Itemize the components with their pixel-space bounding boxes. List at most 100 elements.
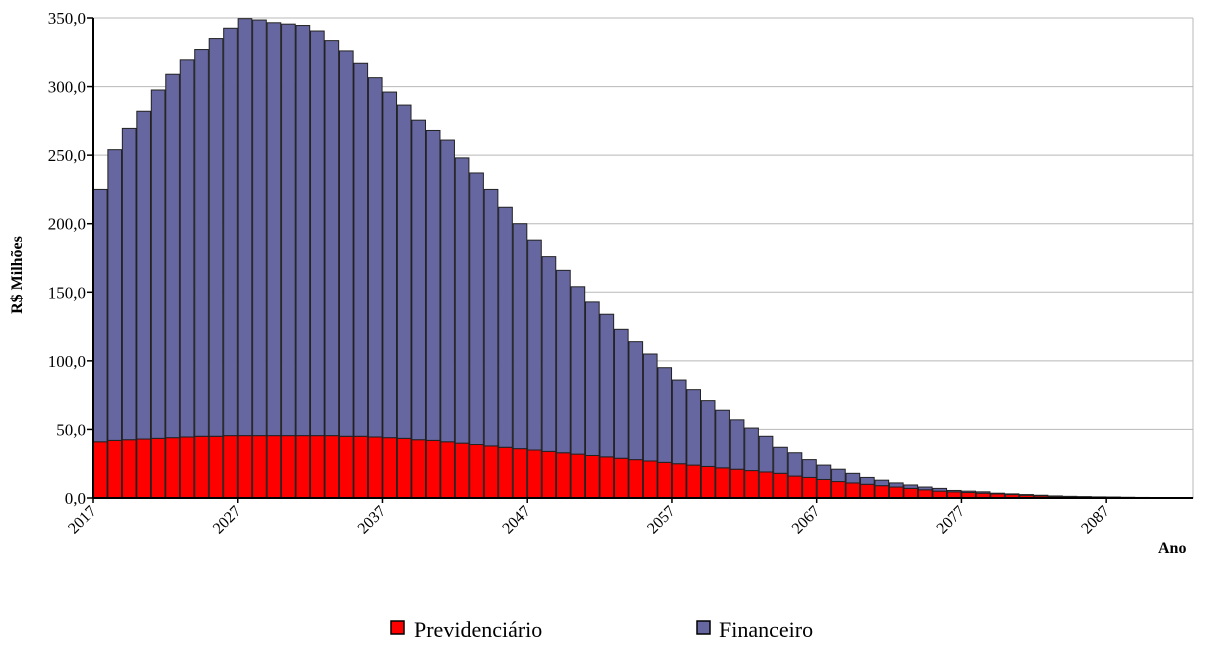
bar-previdenciario: [209, 436, 223, 498]
bar-previdenciario: [224, 436, 238, 498]
bar-financeiro: [528, 240, 542, 450]
y-tick-label: 50,0: [56, 420, 86, 439]
bar-financeiro: [716, 410, 730, 468]
legend-swatch-previdenciario: [391, 621, 404, 634]
bar-financeiro: [759, 436, 773, 472]
y-tick-label: 350,0: [48, 9, 86, 28]
bar-financeiro: [889, 483, 903, 487]
bar-previdenciario: [253, 436, 267, 498]
bar-previdenciario: [339, 436, 353, 498]
bar-financeiro: [412, 120, 426, 440]
x-tick-label: 2057: [644, 503, 679, 538]
bar-previdenciario: [499, 447, 513, 498]
bar-financeiro: [122, 128, 136, 439]
x-tick-label: 2047: [499, 503, 534, 538]
bar-financeiro: [383, 92, 397, 438]
bar-previdenciario: [180, 437, 194, 498]
bar-financeiro: [788, 453, 802, 476]
bar-financeiro: [614, 329, 628, 458]
bar-previdenciario: [745, 471, 759, 498]
bar-financeiro: [195, 50, 209, 437]
bars: [93, 19, 1192, 498]
legend-label-financeiro: Financeiro: [719, 617, 813, 642]
bar-previdenciario: [513, 449, 527, 498]
bar-financeiro: [282, 24, 296, 435]
bar-previdenciario: [918, 490, 932, 498]
bar-previdenciario: [614, 458, 628, 498]
bar-previdenciario: [122, 440, 136, 498]
bar-financeiro: [470, 173, 484, 445]
bar-financeiro: [933, 488, 947, 491]
bar-previdenciario: [889, 487, 903, 498]
bar-previdenciario: [687, 465, 701, 498]
bar-previdenciario: [803, 477, 817, 498]
bar-previdenciario: [484, 446, 498, 498]
bar-previdenciario: [354, 436, 368, 498]
bar-financeiro: [557, 270, 571, 452]
bar-previdenciario: [426, 440, 440, 498]
bar-financeiro: [209, 39, 223, 437]
bar-financeiro: [875, 480, 889, 485]
bar-financeiro: [238, 19, 252, 436]
bar-financeiro: [484, 189, 498, 445]
bar-previdenciario: [557, 453, 571, 498]
bar-financeiro: [1020, 495, 1034, 496]
bar-previdenciario: [137, 439, 151, 498]
bar-financeiro: [571, 287, 585, 454]
bar-financeiro: [542, 257, 556, 452]
bar-previdenciario: [861, 484, 875, 498]
bar-financeiro: [441, 140, 455, 442]
x-tick-label: 2077: [934, 503, 969, 538]
bar-financeiro: [918, 487, 932, 490]
bar-previdenciario: [586, 455, 600, 498]
bar-previdenciario: [658, 462, 672, 498]
bar-financeiro: [426, 130, 440, 440]
bar-previdenciario: [672, 464, 686, 498]
bar-previdenciario: [397, 438, 411, 498]
bar-financeiro: [643, 354, 657, 461]
bar-previdenciario: [383, 438, 397, 498]
bar-previdenciario: [701, 466, 715, 498]
bar-financeiro: [803, 460, 817, 478]
bar-previdenciario: [282, 436, 296, 498]
x-tick-label: 2037: [355, 503, 390, 538]
bar-financeiro: [658, 368, 672, 463]
bar-previdenciario: [817, 479, 831, 498]
bar-previdenciario: [470, 445, 484, 498]
bar-financeiro: [180, 60, 194, 437]
bar-financeiro: [991, 493, 1005, 494]
bar-previdenciario: [455, 443, 469, 498]
bar-previdenciario: [93, 442, 107, 498]
bar-financeiro: [962, 491, 976, 492]
bar-previdenciario: [774, 473, 788, 498]
x-tick-label: 2017: [65, 503, 100, 538]
bar-financeiro: [586, 302, 600, 456]
bar-financeiro: [730, 420, 744, 469]
bar-previdenciario: [151, 438, 165, 498]
bar-previdenciario: [441, 442, 455, 498]
bar-financeiro: [253, 20, 267, 436]
legend-swatch-financeiro: [697, 621, 710, 634]
x-tick-label: 2067: [789, 503, 824, 538]
bar-previdenciario: [832, 482, 846, 498]
y-axis-title: R$ Milhões: [9, 236, 26, 314]
bar-previdenciario: [325, 436, 339, 498]
bar-previdenciario: [643, 461, 657, 498]
bar-previdenciario: [108, 440, 122, 498]
bar-financeiro: [1034, 495, 1048, 496]
bar-financeiro: [151, 90, 165, 438]
bar-financeiro: [513, 224, 527, 449]
bar-financeiro: [672, 380, 686, 464]
legend: Previdenciário Financeiro: [391, 617, 813, 642]
bar-financeiro: [629, 342, 643, 460]
y-tick-label: 0,0: [65, 489, 86, 508]
bar-previdenciario: [875, 486, 889, 498]
y-tick-label: 100,0: [48, 352, 86, 371]
bar-previdenciario: [571, 454, 585, 498]
bar-financeiro: [745, 428, 759, 471]
y-tick-label: 200,0: [48, 215, 86, 234]
